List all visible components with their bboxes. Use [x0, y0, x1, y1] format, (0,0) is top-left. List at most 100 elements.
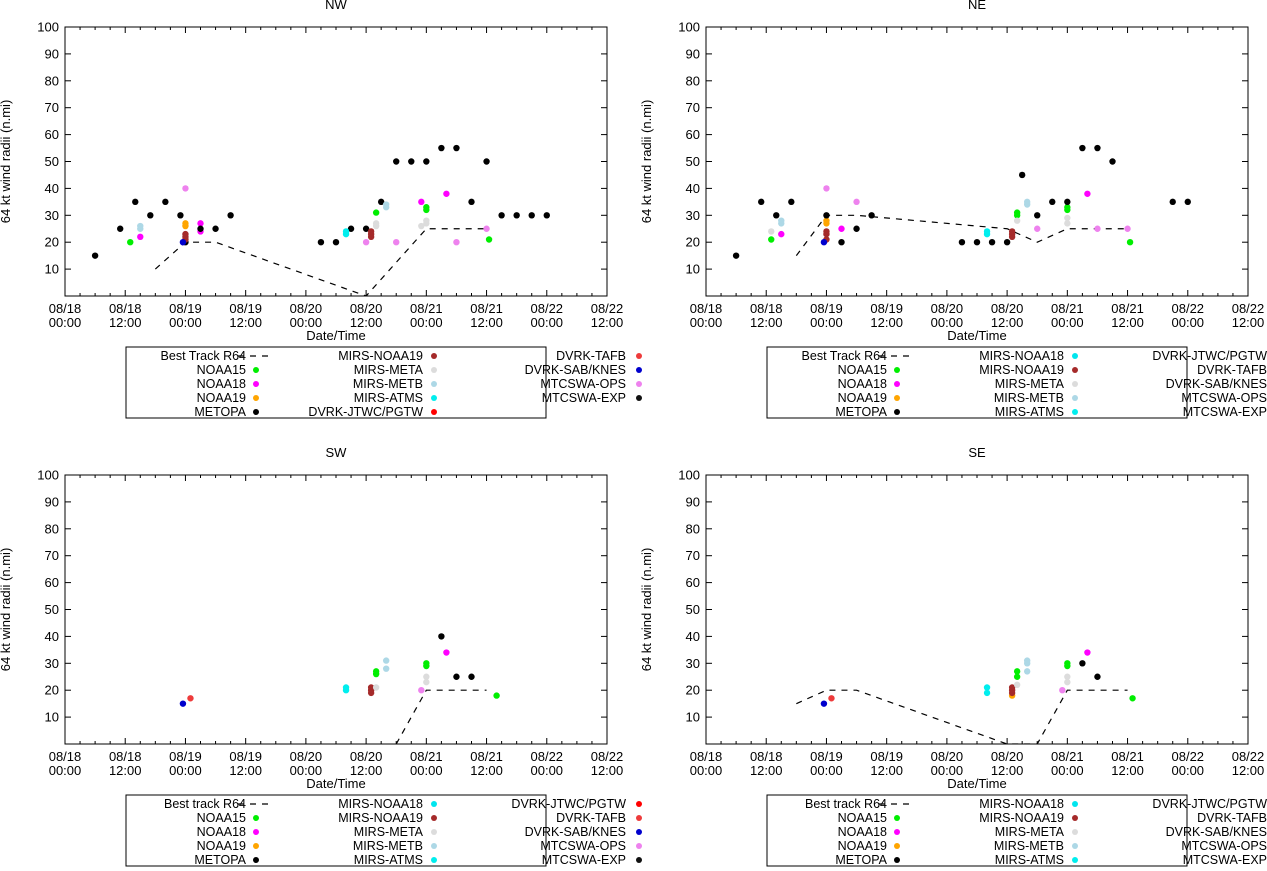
legend-label: MTCSWA-EXP: [1183, 405, 1267, 419]
y-tick-label: 90: [686, 46, 700, 61]
data-point-metopa: [513, 212, 520, 219]
legend-box: [125, 794, 547, 867]
y-tick-label: 20: [686, 683, 700, 698]
data-point-mirs-meta: [1064, 214, 1071, 222]
y-tick-label: 80: [686, 521, 700, 536]
x-tick-label: 08/19: [169, 301, 202, 316]
data-point-metopa: [453, 673, 460, 680]
data-point-mtcswa-ops: [853, 198, 860, 206]
y-tick-label: 100: [37, 20, 59, 35]
x-tick-label: 08/22: [1232, 749, 1265, 764]
data-point-noaa18: [443, 190, 450, 197]
y-tick-label: 10: [45, 710, 59, 725]
x-tick-label: 12:00: [750, 315, 783, 330]
data-point-mirs-metb: [382, 657, 390, 664]
legend-marker: [431, 829, 437, 835]
legend-label: DVRK-JTWC/PGTW: [1152, 797, 1267, 811]
data-point-mtcswa-ops: [393, 239, 400, 246]
data-point-metopa: [1034, 212, 1041, 219]
data-point-metopa: [1169, 198, 1176, 206]
data-point-metopa: [543, 212, 550, 219]
best-track-line: [154, 228, 487, 296]
best-track-line: [796, 689, 1128, 744]
legend-label: MIRS-ATMS: [354, 853, 423, 867]
x-tick-label: 00:00: [531, 763, 564, 778]
data-point-mirs-meta: [423, 678, 430, 686]
data-point-metopa: [197, 225, 204, 232]
y-tick-label: 70: [686, 548, 700, 563]
data-point-metopa: [732, 252, 740, 259]
legend-marker: [636, 801, 642, 807]
x-tick-label: 08/19: [169, 749, 202, 764]
data-point-metopa: [838, 239, 845, 246]
data-point-metopa: [468, 198, 475, 206]
x-tick-label: 08/19: [229, 301, 262, 316]
legend-label: DVRK-TAFB: [1197, 811, 1267, 825]
legend-marker: [431, 395, 437, 401]
legend-label: Best Track R64: [802, 349, 887, 363]
legend-label: MIRS-NOAA18: [979, 797, 1064, 811]
legend-label: NOAA19: [197, 839, 246, 853]
y-tick-label: 20: [686, 235, 700, 250]
data-point-metopa: [1109, 158, 1116, 165]
data-point-noaa15: [1126, 239, 1134, 246]
legend-label: MIRS-META: [354, 363, 424, 377]
data-point-noaa15: [1013, 668, 1021, 675]
chart-title: NE: [968, 0, 986, 12]
x-tick-label: 00:00: [290, 315, 323, 330]
legend-marker: [1072, 395, 1078, 401]
y-tick-label: 100: [678, 20, 700, 35]
data-point-metopa: [147, 212, 154, 219]
x-axis-label: Date/Time: [947, 328, 1006, 343]
x-tick-label: 12:00: [109, 763, 142, 778]
panel-nw: NW10203040506070809010008/1800:0008/1812…: [0, 0, 642, 419]
data-point-mirs-atms: [983, 689, 991, 697]
legend-label: NOAA18: [197, 825, 246, 839]
legend-label: NOAA18: [838, 825, 887, 839]
x-tick-label: 12:00: [750, 763, 783, 778]
data-point-mirs-meta: [1064, 678, 1071, 686]
legend-marker: [894, 843, 900, 849]
legend-label: MIRS-NOAA19: [338, 811, 423, 825]
x-tick-label: 12:00: [470, 315, 503, 330]
data-point-metopa: [528, 212, 535, 219]
data-point-metopa: [91, 252, 99, 259]
data-point-mirs-metb: [137, 222, 144, 230]
data-point-mirs-meta: [372, 684, 380, 691]
data-point-mirs-metb: [1023, 668, 1031, 675]
legend-marker: [431, 381, 437, 387]
data-point-dvrk-sab-knes: [179, 700, 187, 707]
data-point-mirs-noaa19: [1008, 684, 1016, 691]
x-tick-label: 00:00: [1051, 315, 1084, 330]
legend-marker: [636, 381, 642, 387]
data-point-mirs-metb: [1023, 657, 1031, 664]
data-point-metopa: [958, 239, 966, 246]
panel-se: SE10203040506070809010008/1800:0008/1812…: [639, 445, 1267, 867]
data-point-metopa: [162, 198, 169, 206]
data-point-noaa18: [443, 649, 450, 656]
legend-label: MIRS-METB: [994, 839, 1064, 853]
x-tick-label: 12:00: [350, 315, 383, 330]
x-tick-label: 08/20: [991, 749, 1024, 764]
data-point-mtcswa-ops: [823, 185, 830, 192]
legend-box: [766, 794, 1188, 867]
data-point-metopa: [212, 225, 219, 232]
data-point-metopa: [377, 198, 385, 206]
x-tick-label: 08/20: [931, 301, 964, 316]
data-point-mirs-meta: [1013, 681, 1021, 689]
y-tick-label: 40: [686, 629, 700, 644]
x-tick-label: 12:00: [1232, 315, 1265, 330]
y-tick-label: 50: [45, 154, 59, 169]
x-axis-label: Date/Time: [947, 776, 1006, 791]
x-tick-label: 08/22: [531, 749, 564, 764]
data-point-noaa18: [778, 230, 785, 238]
y-tick-label: 10: [686, 710, 700, 725]
best-track-line: [395, 689, 487, 744]
legend-box: [125, 346, 547, 419]
x-tick-label: 08/19: [870, 749, 903, 764]
y-tick-label: 30: [45, 656, 59, 671]
legend-marker: [1072, 801, 1078, 807]
data-point-metopa: [773, 212, 780, 219]
